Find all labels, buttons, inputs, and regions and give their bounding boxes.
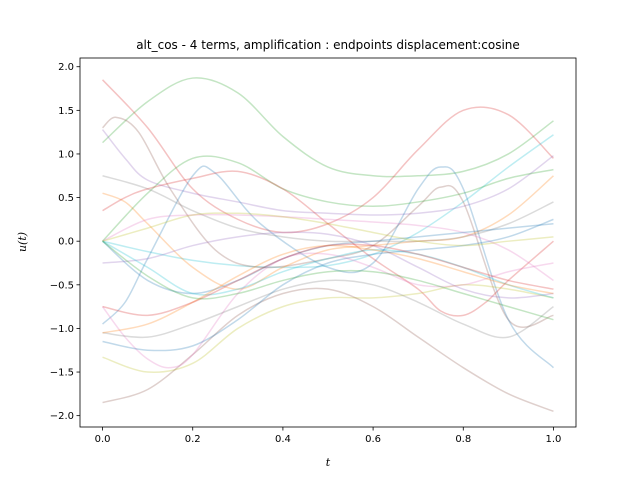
series-line-2 [102, 79, 554, 234]
series-line-20 [102, 218, 554, 352]
series-line-17 [102, 279, 554, 339]
series-line-23 [102, 212, 554, 247]
series-line-1 [102, 77, 554, 178]
y-tick-label: 0.5 [58, 193, 74, 204]
series-line-12 [102, 222, 554, 295]
x-tick-label: 0.8 [455, 434, 471, 445]
series-line-5 [102, 116, 554, 328]
x-tick-label: 1.0 [546, 434, 562, 445]
y-tick-label: 2.0 [58, 62, 74, 73]
series-lines [101, 77, 554, 412]
plot-area [101, 77, 554, 412]
x-axis-label: t [326, 456, 331, 469]
series-line-22 [102, 240, 554, 321]
chart-title: alt_cos - 4 terms, amplification : endpo… [136, 38, 520, 52]
y-tick-label: −1.5 [50, 368, 74, 379]
x-tick-label: 0.4 [275, 434, 291, 445]
series-line-10 [102, 170, 554, 317]
series-line-15 [102, 287, 554, 412]
x-tick-label: 0.6 [365, 434, 381, 445]
series-line-7 [102, 175, 554, 290]
y-tick-label: −1.0 [50, 324, 74, 335]
series-line-6 [102, 165, 554, 369]
x-tick-label: 0.2 [185, 434, 201, 445]
series-line-8 [102, 155, 554, 242]
axes: 0.0 0.2 0.4 0.6 0.8 1.0 −2.0 −1.5 −1.0 −0.5 0.0 0.5… [50, 57, 577, 445]
series-line-18 [102, 240, 554, 299]
series-line-19 [102, 244, 554, 334]
plot-frame [79, 57, 577, 428]
series-line-3 [102, 134, 554, 269]
series-line-13 [102, 283, 554, 374]
series-line-21 [102, 243, 554, 317]
y-axis-label: u(t) [16, 232, 29, 252]
x-tick-label: 0.0 [95, 434, 111, 445]
y-tick-label: −2.0 [50, 411, 74, 422]
y-tick-label: 1.0 [58, 149, 74, 160]
series-line-11 [102, 213, 554, 282]
series-line-9 [102, 175, 554, 243]
series-line-14 [102, 231, 554, 299]
y-tick-label: 1.5 [58, 106, 74, 117]
series-line-4 [101, 129, 554, 216]
y-tick-label: −0.5 [50, 280, 74, 291]
series-line-16 [101, 252, 554, 369]
y-tick-label: 0.0 [58, 237, 74, 248]
